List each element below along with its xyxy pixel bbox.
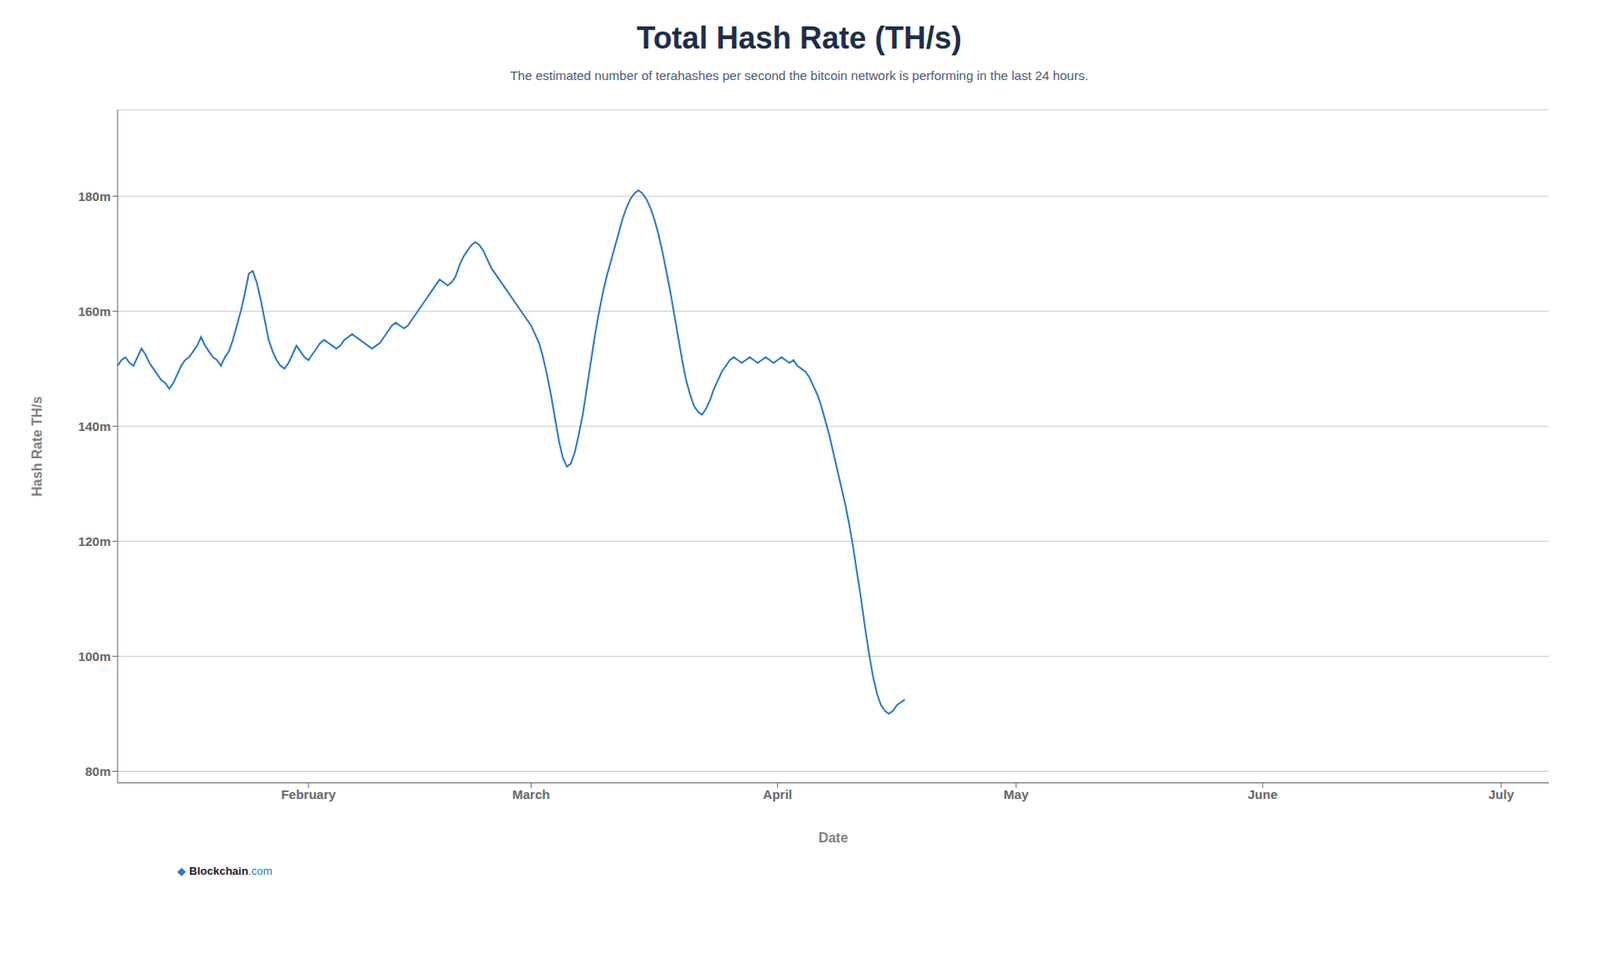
svg-text:140m: 140m <box>78 419 111 434</box>
html-text:◆ Blockchain.com: ◆ Blockchain.com <box>177 864 273 878</box>
html-text:The estimated number of teraha: The estimated number of terahashes per s… <box>509 68 1089 83</box>
html-text:Total Hash Rate (TH/s): Total Hash Rate (TH/s) <box>636 20 962 56</box>
svg-text:100m: 100m <box>78 649 111 664</box>
svg-text:April: April <box>763 787 793 802</box>
svg-text:June: June <box>1247 787 1278 802</box>
svg-text:February: February <box>281 787 337 802</box>
svg-text:180m: 180m <box>78 189 111 204</box>
svg-text:Date: Date <box>818 830 849 846</box>
svg-text:160m: 160m <box>78 304 111 319</box>
svg-text:120m: 120m <box>78 534 111 549</box>
svg-text:March: March <box>512 787 550 802</box>
svg-text:80m: 80m <box>85 764 111 779</box>
svg-text:July: July <box>1488 787 1515 802</box>
svg-text:Hash Rate TH/s: Hash Rate TH/s <box>29 396 45 496</box>
svg-text:May: May <box>1003 787 1030 802</box>
